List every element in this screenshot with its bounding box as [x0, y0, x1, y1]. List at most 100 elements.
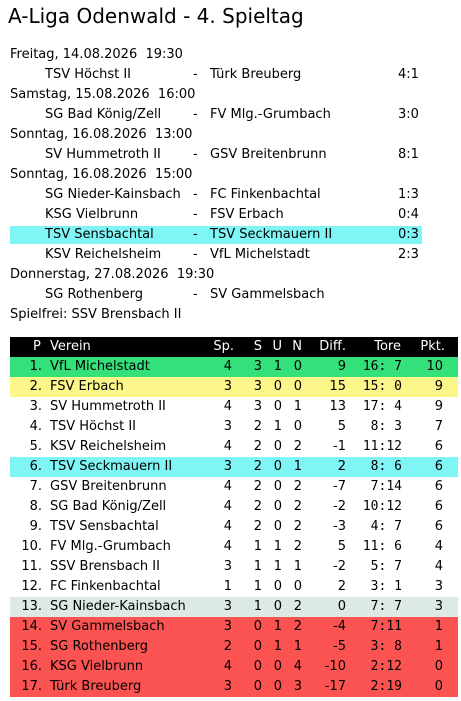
table-cell: 8. — [29, 499, 42, 514]
table-cell: 4. — [29, 419, 42, 434]
table-cell: 0 — [273, 459, 282, 474]
score: 2:3 — [398, 247, 419, 262]
table-cell: 2 — [293, 499, 302, 514]
table-cell: 1 — [293, 639, 302, 654]
table-cell: 1 — [273, 639, 282, 654]
row-highlight — [10, 357, 458, 377]
table-cell: 0 — [293, 419, 302, 434]
table-cell: 1 — [253, 539, 262, 554]
table-cell: 0 — [273, 679, 282, 694]
table-cell: 2 — [223, 639, 232, 654]
away-team: Türk Breuberg — [210, 67, 302, 82]
row-highlight — [10, 457, 458, 477]
day-header: Sonntag, 16.08.2026 15:00 — [10, 167, 193, 182]
table-cell: 0 — [273, 499, 282, 514]
away-team: TSV Seckmauern II — [210, 227, 333, 242]
table-cell: 11. — [21, 559, 42, 574]
table-cell: -3 — [333, 519, 346, 534]
table-cell: 1 — [253, 599, 262, 614]
table-cell: 0 — [253, 619, 262, 634]
table-cell: 8: 3 — [362, 419, 402, 434]
table-cell: 3 — [434, 579, 443, 594]
table-cell: 0 — [434, 679, 443, 694]
table-cell: FV Mlg.-Grumbach — [50, 539, 171, 554]
column-header: U — [272, 339, 282, 354]
table-cell: TSV Seckmauern II — [50, 459, 173, 474]
table-cell: -7 — [333, 479, 346, 494]
table-cell: 0 — [293, 379, 302, 394]
table-cell: 1 — [293, 459, 302, 474]
table-cell: 5: 7 — [362, 559, 402, 574]
separator: - — [193, 207, 198, 222]
table-cell: 4 — [434, 539, 443, 554]
table-cell: 2 — [293, 439, 302, 454]
table-cell: 1 — [434, 619, 443, 634]
table-cell: 2 — [253, 439, 262, 454]
table-cell: 1 — [273, 539, 282, 554]
table-cell: 2:12 — [362, 659, 402, 674]
day-header: Donnerstag, 27.08.2026 19:30 — [10, 267, 215, 282]
table-cell: 2 — [337, 579, 346, 594]
score: 3:0 — [398, 107, 419, 122]
home-team: TSV Höchst II — [45, 67, 132, 82]
table-cell: 0 — [273, 659, 282, 674]
table-cell: 0 — [337, 599, 346, 614]
table-cell: 4 — [223, 519, 232, 534]
table-cell: 14. — [21, 619, 42, 634]
home-team: SG Bad König/Zell — [45, 107, 162, 122]
table-cell: -17 — [324, 679, 346, 694]
row-highlight — [10, 657, 458, 677]
table-cell: 3 — [253, 359, 262, 374]
table-cell: 9 — [337, 359, 346, 374]
table-cell: -1 — [333, 439, 346, 454]
table-cell: 13. — [21, 599, 42, 614]
table-cell: -5 — [333, 639, 346, 654]
table-cell: 12. — [21, 579, 42, 594]
table-cell: TSV Sensbachtal — [50, 519, 159, 534]
table-cell: 6 — [434, 519, 443, 534]
separator: - — [193, 247, 198, 262]
table-cell: 6 — [434, 459, 443, 474]
table-cell: SV Hummetroth II — [50, 399, 166, 414]
table-cell: 6 — [434, 499, 443, 514]
table-header-bg — [10, 337, 458, 357]
table-cell: TSV Höchst II — [50, 419, 137, 434]
away-team: FV Mlg.-Grumbach — [210, 107, 331, 122]
table-cell: 0 — [253, 659, 262, 674]
table-cell: 8: 6 — [362, 459, 402, 474]
table-cell: 9. — [29, 519, 42, 534]
away-team: SV Gammelsbach — [210, 287, 325, 302]
table-cell: 2 — [253, 499, 262, 514]
separator: - — [193, 187, 198, 202]
table-cell: 3. — [29, 399, 42, 414]
table-cell: 10:12 — [362, 499, 402, 514]
table-cell: 9 — [434, 399, 443, 414]
separator: - — [193, 67, 198, 82]
table-cell: FC Finkenbachtal — [50, 579, 161, 594]
table-cell: 13 — [329, 399, 346, 414]
score: 8:1 — [398, 147, 419, 162]
away-team: FSV Erbach — [210, 207, 284, 222]
table-cell: 10. — [21, 539, 42, 554]
table-cell: 7: 7 — [362, 599, 402, 614]
table-cell: 3 — [223, 459, 232, 474]
table-cell: 4 — [223, 479, 232, 494]
table-cell: 0 — [273, 519, 282, 534]
table-cell: 1 — [293, 399, 302, 414]
table-cell: 6 — [434, 439, 443, 454]
table-cell: 16. — [21, 659, 42, 674]
table-cell: 2 — [253, 479, 262, 494]
column-header: Diff. — [319, 339, 346, 354]
table-cell: 4 — [223, 499, 232, 514]
page-title: A-Liga Odenwald - 4. Spieltag — [8, 4, 304, 28]
table-cell: 15: 0 — [362, 379, 402, 394]
column-header: Sp. — [213, 339, 234, 354]
day-header: Samstag, 15.08.2026 16:00 — [10, 87, 196, 102]
home-team: KSG Vielbrunn — [45, 207, 139, 222]
table-cell: 2:19 — [362, 679, 402, 694]
separator: - — [193, 287, 198, 302]
table-cell: 1 — [223, 579, 232, 594]
table-cell: 0 — [253, 639, 262, 654]
table-cell: 6. — [29, 459, 42, 474]
table-cell: 3 — [434, 599, 443, 614]
